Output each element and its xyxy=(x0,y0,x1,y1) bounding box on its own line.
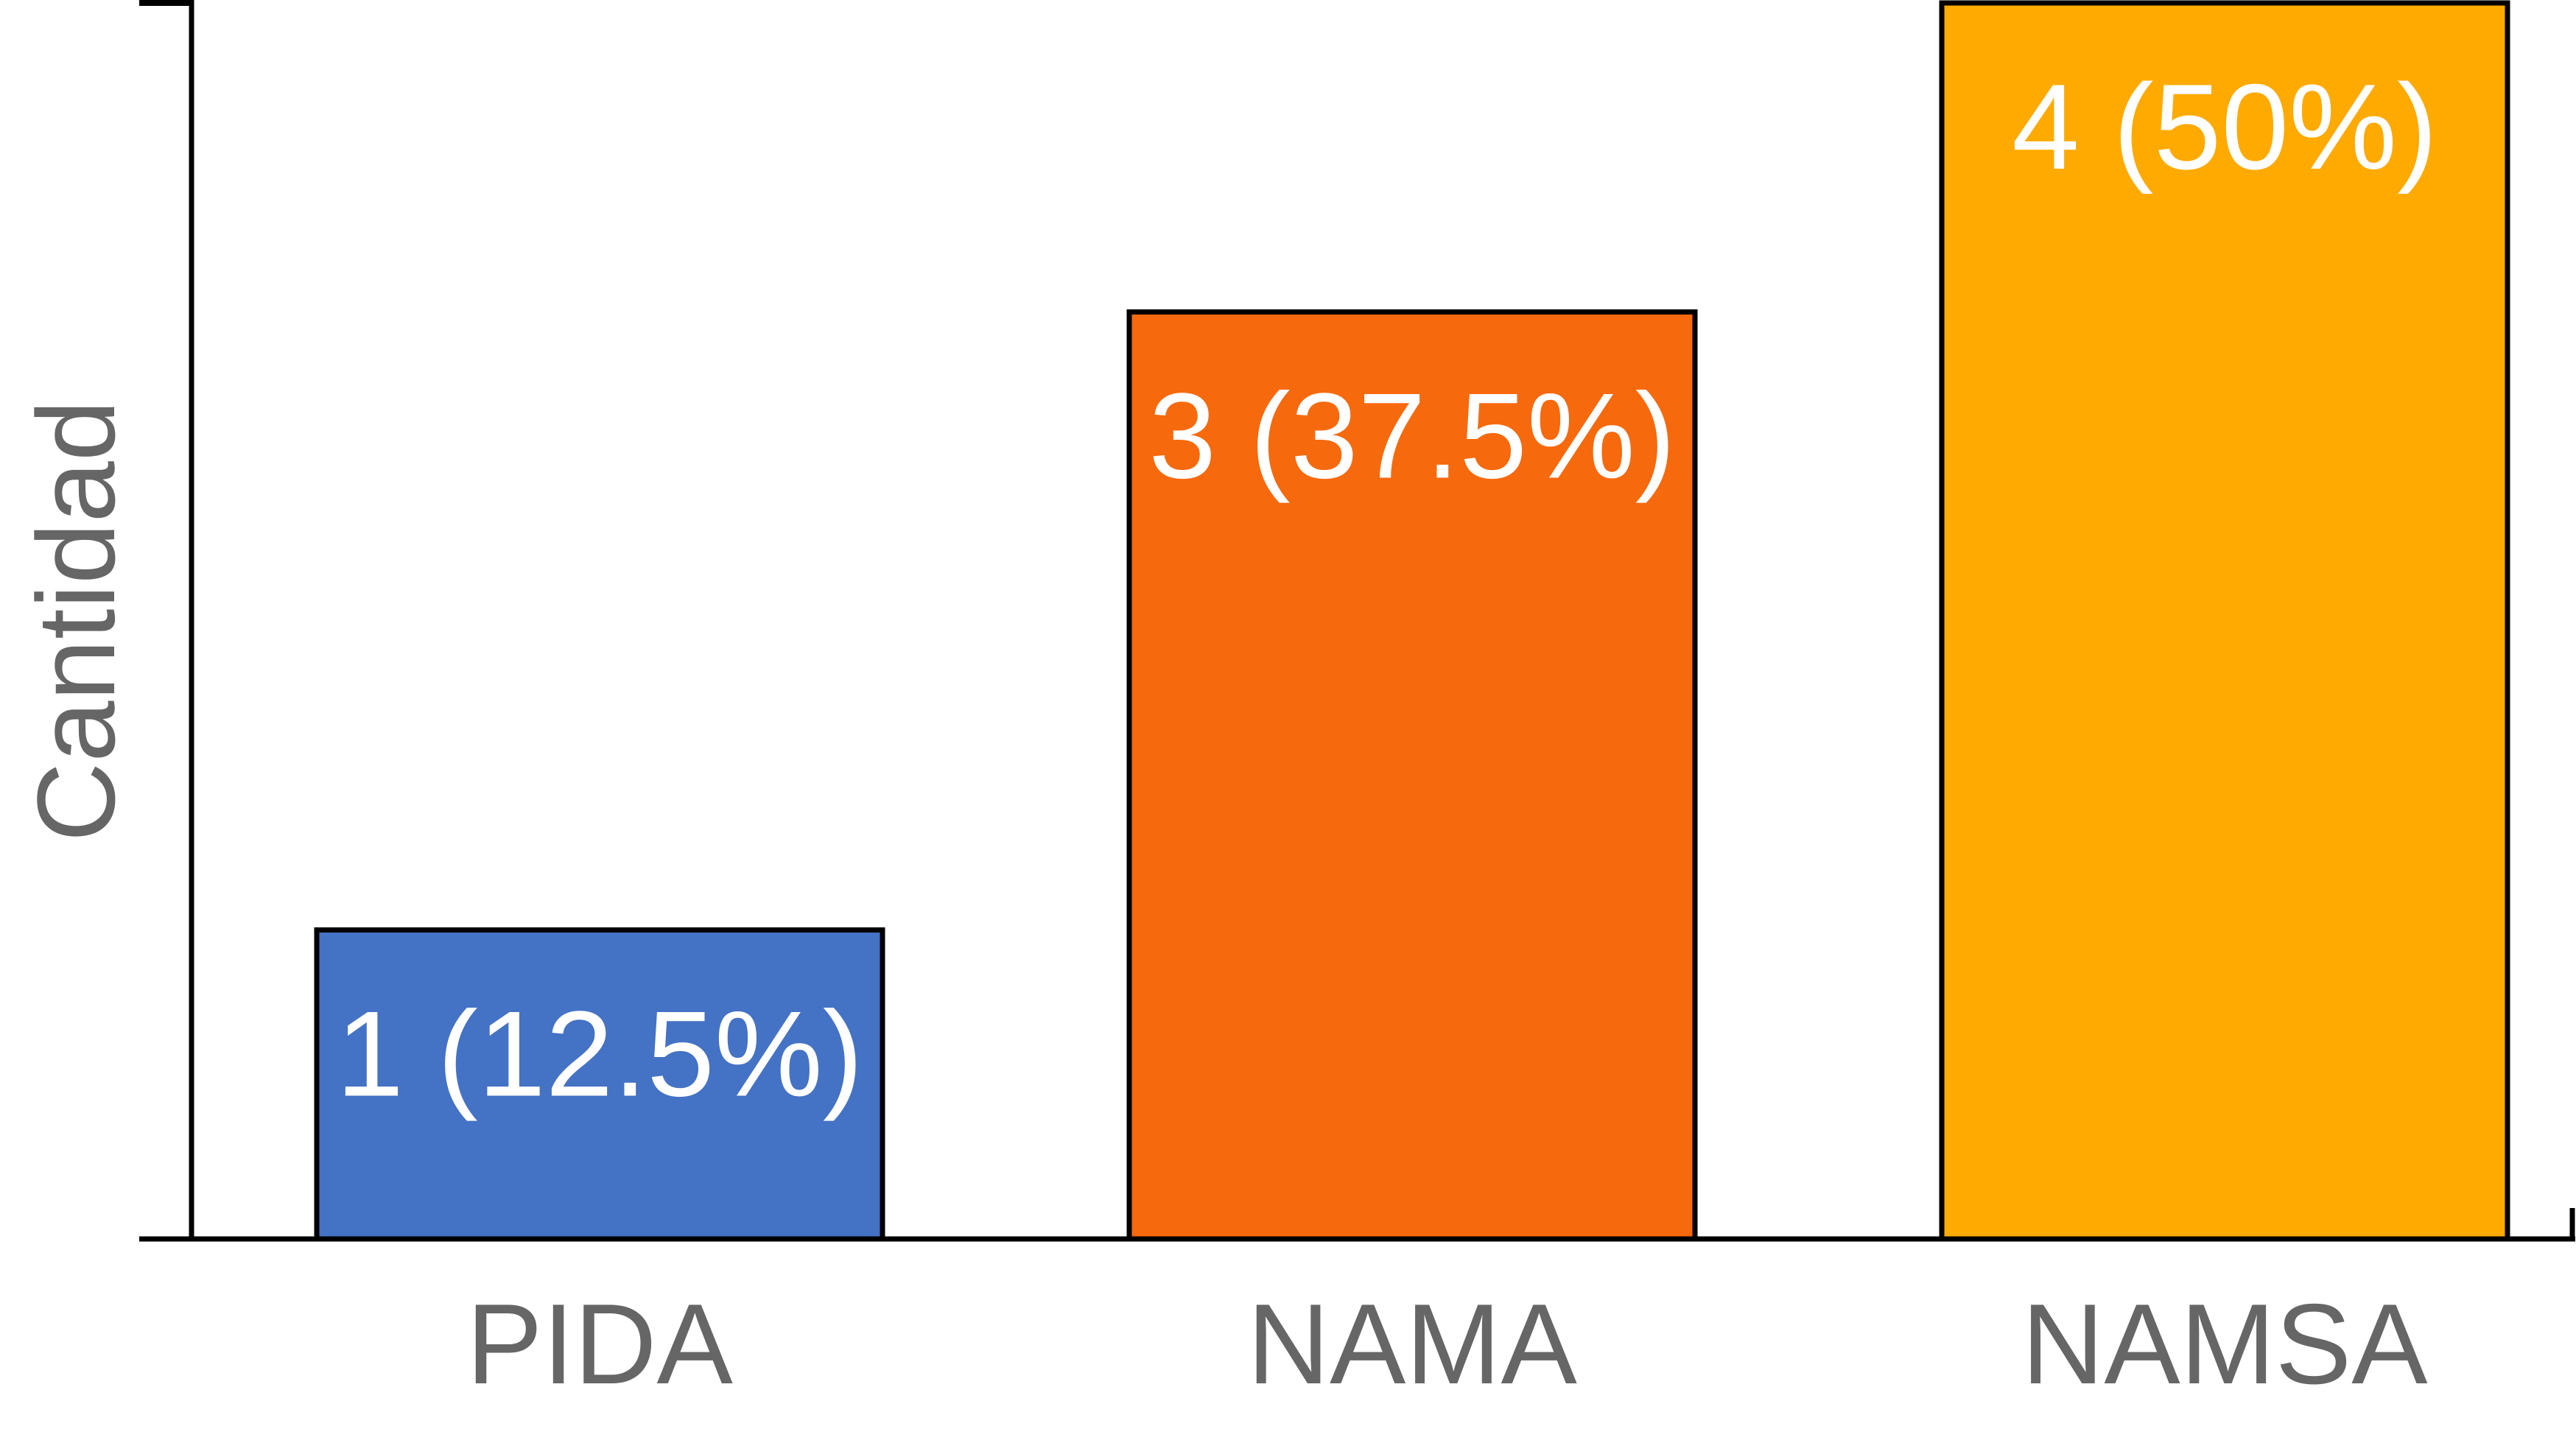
data-label-pida: 1 (12.5%) xyxy=(336,986,863,1122)
x-tick-label-namsa: NAMSA xyxy=(2021,1280,2428,1408)
bar-nama xyxy=(1126,309,1698,1242)
data-label-namsa: 4 (50%) xyxy=(2012,59,2438,194)
x-tick-label-nama: NAMA xyxy=(1247,1280,1577,1408)
y-axis-label: Cantidad xyxy=(14,400,138,842)
bar-pida xyxy=(314,927,885,1242)
bar-namsa xyxy=(1939,0,2510,1242)
x-tick-label-pida: PIDA xyxy=(466,1280,733,1408)
data-label-nama: 3 (37.5%) xyxy=(1148,368,1675,504)
